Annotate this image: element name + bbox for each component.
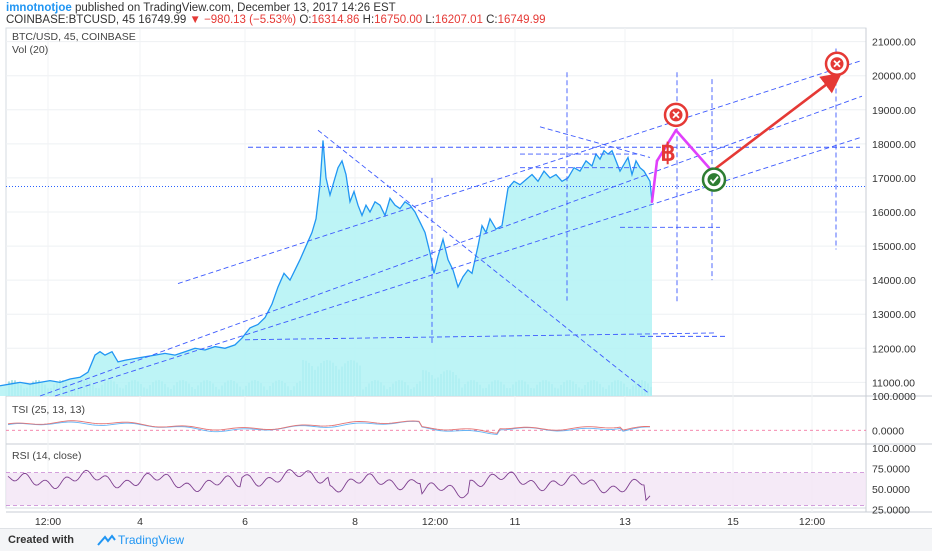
trend-line [54, 136, 863, 397]
price-area [0, 140, 866, 396]
last-price: 16749.99 [138, 14, 187, 26]
low-value: 16207.01 [434, 14, 483, 26]
high-value: 16750.00 [374, 14, 423, 26]
high-label: H: [362, 14, 375, 26]
x-tick-label: 12:00 [35, 516, 61, 528]
rsi-tick-label: 50.0000 [872, 484, 910, 496]
trend-line [317, 129, 649, 393]
tradingview-brand[interactable]: TradingView [118, 533, 185, 547]
rsi-tick-label: 75.0000 [872, 464, 910, 476]
y-tick-label: 18000.00 [872, 139, 916, 151]
markers: ฿ [660, 51, 850, 192]
rsi-pane: 100.0000 75.0000 50.0000 25.0000 [6, 443, 916, 517]
y-tick-label: 15000.00 [872, 241, 916, 253]
drawings [39, 48, 863, 397]
rsi-tick-label: 100.0000 [872, 443, 916, 455]
bitcoin-icon: ฿ [660, 140, 675, 167]
price-line [0, 140, 653, 387]
y-tick-label: 13000.00 [872, 309, 916, 321]
projection-segment [655, 128, 678, 163]
open-value: 16314.86 [311, 14, 360, 26]
tradingview-cloud-icon [97, 534, 116, 546]
chart-title: BTC/USD, 45, COINBASE [12, 31, 136, 43]
projection-segment [650, 159, 659, 204]
projection-segment [674, 128, 714, 173]
tsi-label: TSI (25, 13, 13) [12, 404, 85, 416]
rsi-tick-label: 25.0000 [872, 505, 910, 517]
chart-header: imnotnotjoe published on TradingView.com… [6, 0, 926, 28]
trend-line [244, 332, 716, 341]
x-tick-label: 8 [352, 516, 358, 528]
x-circle-icon [824, 51, 850, 77]
x-tick-label: 11 [510, 516, 521, 528]
tsi-line [7, 420, 651, 434]
y-tick-label: 12000.00 [872, 343, 916, 355]
trend-line [39, 95, 863, 397]
y-tick-label: 20000.00 [872, 71, 916, 83]
y-tick-label: 21000.00 [872, 37, 916, 49]
price-change: −980.13 (−5.53%) [204, 14, 297, 26]
tsi-pane: 100.0000 0.0000 [6, 391, 916, 437]
x-tick-label: 15 [727, 516, 739, 528]
x-tick-label: 4 [137, 516, 143, 528]
close-label: C: [486, 14, 498, 26]
y-tick-label: 14000.00 [872, 275, 916, 287]
publish-line: imnotnotjoe published on TradingView.com… [6, 2, 396, 14]
x-tick-label: 12:00 [799, 516, 825, 528]
price-area-fill [0, 140, 652, 396]
rsi-band [6, 472, 866, 506]
svg-text:฿: ฿ [660, 140, 675, 167]
x-circle-icon [663, 102, 689, 128]
rsi-line [7, 469, 651, 502]
author-link[interactable]: imnotnotjoe [6, 2, 72, 14]
publish-text: published on TradingView.com, December 1… [71, 2, 396, 14]
rsi-label: RSI (14, close) [12, 450, 82, 462]
footer: Created with TradingView [0, 528, 932, 551]
x-tick-label: 12:00 [422, 516, 448, 528]
tsi-tick-label: 0.0000 [872, 425, 904, 437]
volume-label: Vol (20) [12, 44, 49, 56]
close-value: 16749.99 [497, 14, 546, 26]
trend-line [539, 126, 651, 158]
low-label: L: [425, 14, 435, 26]
y-tick-label: 11000.00 [872, 377, 915, 389]
x-tick-label: 13 [619, 516, 631, 528]
tsi-tick-label: 100.0000 [872, 391, 916, 403]
open-label: O: [299, 14, 312, 26]
ohlc-line: COINBASE:BTCUSD, 45 16749.99 ▼ −980.13 (… [6, 14, 546, 26]
grid [6, 28, 932, 513]
projection [650, 72, 843, 204]
y-tick-label: 19000.00 [872, 105, 916, 117]
y-tick-label: 17000.00 [872, 173, 916, 185]
price-axis[interactable]: 21000.00 20000.00 19000.00 18000.00 17000.00… [872, 37, 916, 390]
check-circle-icon [701, 167, 727, 192]
time-axis[interactable]: 12:00 4 6 8 12:00 11 13 15 12:00 [35, 516, 825, 528]
down-triangle-icon: ▼ [189, 14, 201, 26]
created-with-text: Created with [8, 534, 75, 546]
y-tick-label: 16000.00 [872, 207, 916, 219]
projection-segment [710, 72, 843, 173]
symbol-label: COINBASE:BTCUSD, 45 [6, 14, 136, 26]
x-tick-label: 6 [242, 516, 248, 528]
